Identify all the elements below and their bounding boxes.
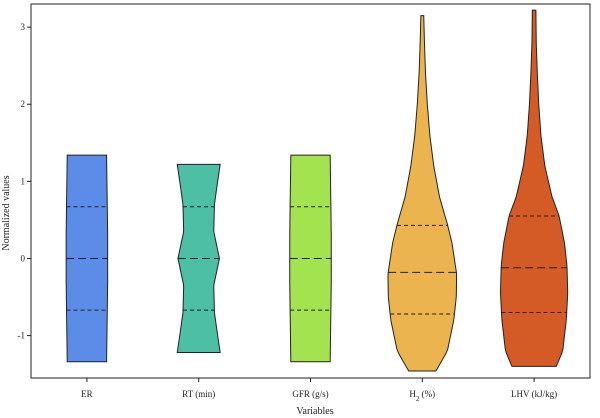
violin-body (500, 9, 569, 367)
violin-4 (387, 15, 458, 372)
x-tick-label: RT (min) (182, 389, 215, 399)
x-tick-label: H2 (%) (409, 389, 435, 403)
axes-layer: ER RT (min) GFR (g/s) H2 (%) LHV (kJ/kg) -1 0 1… (18, 3, 591, 403)
plot-frame (30, 3, 591, 379)
y-tick-label: 1 (21, 176, 26, 186)
y-tick-label: 2 (21, 99, 26, 109)
x-axis-title: Variables (296, 406, 333, 417)
violin-1 (65, 154, 109, 363)
y-tick-label: -1 (18, 331, 26, 341)
x-tick-label: ER (81, 389, 93, 399)
y-tick-label: 3 (21, 22, 26, 32)
violin-3 (289, 154, 332, 363)
x-tick-label: LHV (kJ/kg) (511, 389, 557, 399)
violin-body (176, 163, 221, 354)
y-axis-title: Normalized values (1, 175, 12, 250)
violin-layer (65, 9, 569, 372)
violin-body (387, 15, 458, 372)
violin-2 (176, 163, 221, 354)
x-tick-label: GFR (g/s) (292, 389, 328, 399)
violin-5 (500, 9, 569, 367)
y-tick-label: 0 (21, 253, 26, 263)
